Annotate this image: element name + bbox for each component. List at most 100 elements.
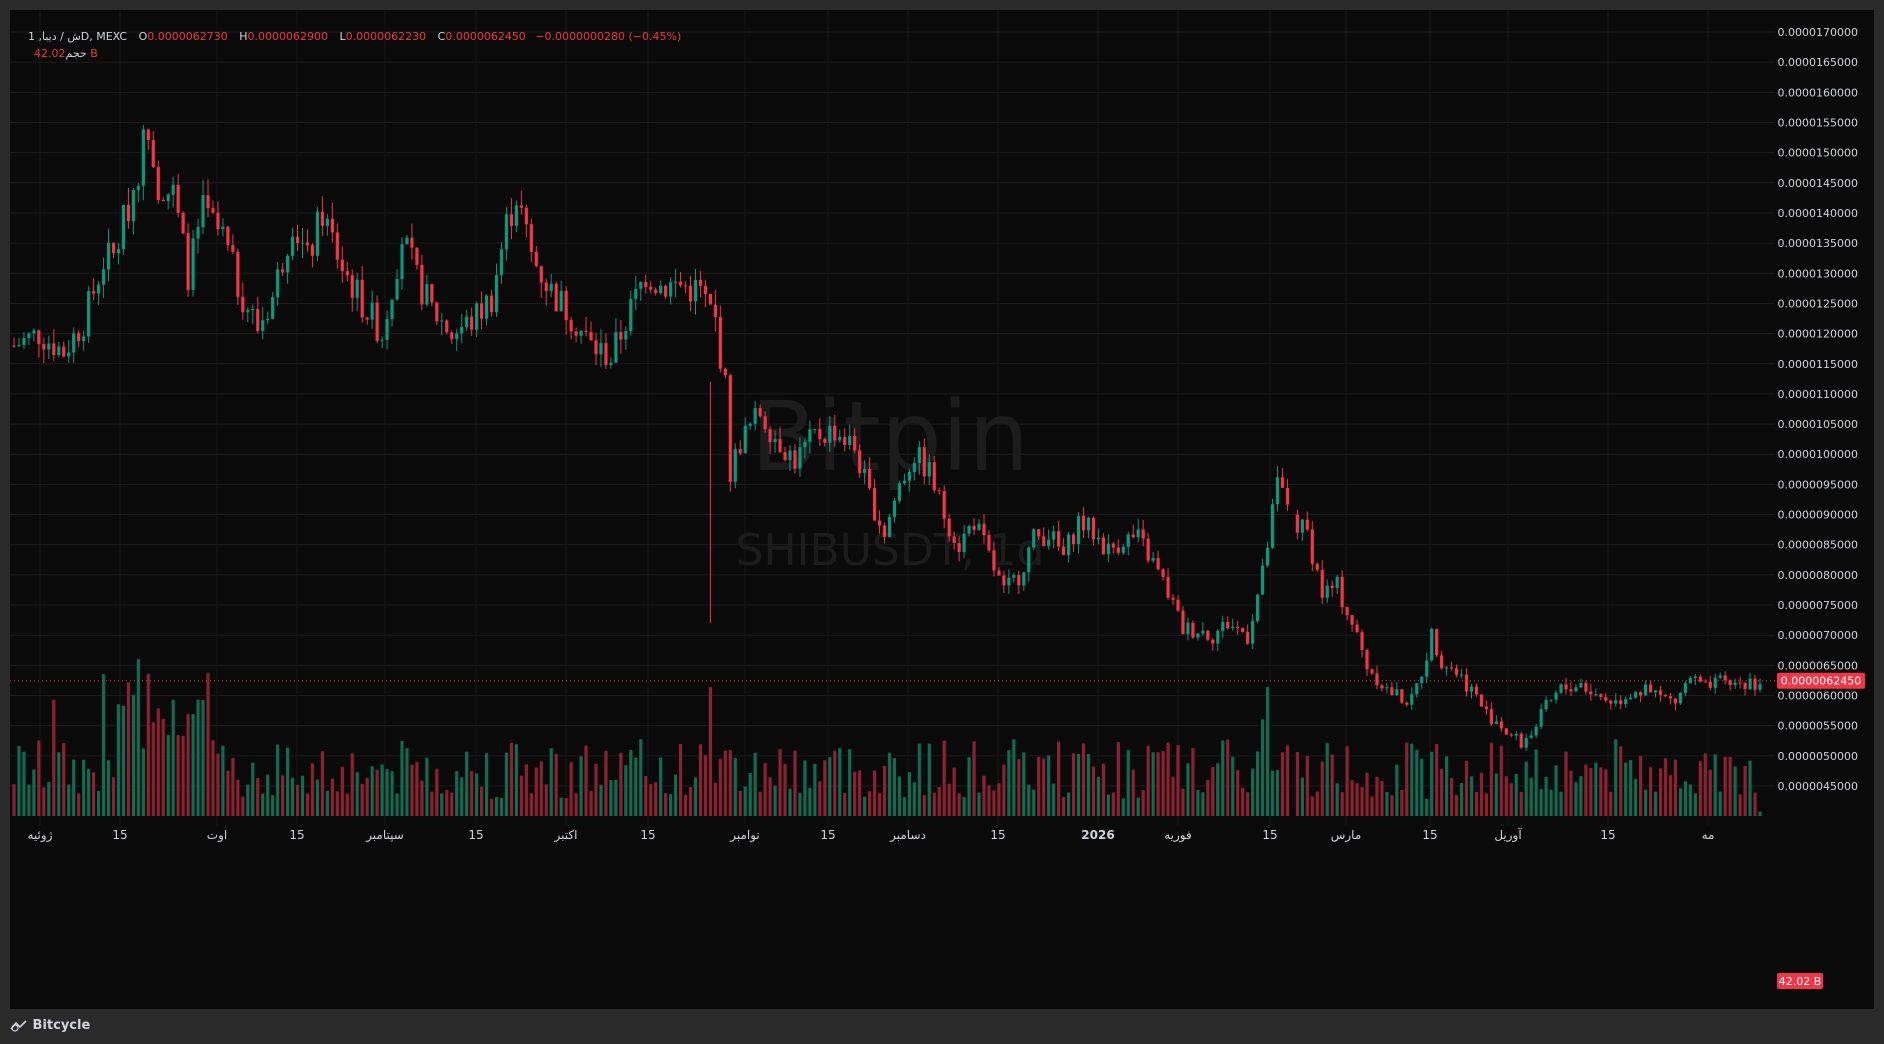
candle-body (514, 205, 519, 226)
volume-bar (261, 793, 265, 816)
candle-body (111, 242, 116, 254)
volume-bar (1494, 773, 1498, 816)
candle-body (1295, 514, 1299, 533)
candle-body (1529, 735, 1533, 738)
volume-bar (42, 787, 46, 816)
candle-body (678, 281, 683, 286)
candle-body (838, 436, 842, 441)
candle-body (1554, 692, 1558, 700)
volume-key[interactable]: حجم (65, 47, 87, 60)
volume-bar (181, 735, 185, 816)
symbol-label[interactable]: 1 ,ش / ديبا (28, 30, 81, 43)
candle-body (305, 242, 310, 246)
volume-bar (1176, 745, 1180, 816)
volume-bar (211, 740, 215, 816)
candle-body (1370, 669, 1374, 674)
volume-bar (440, 793, 444, 816)
candle-body (1708, 681, 1712, 688)
volume-bar (171, 699, 175, 816)
candle-body (67, 352, 71, 357)
candle-body (241, 296, 245, 313)
volume-bar (1106, 794, 1110, 816)
volume-bar (335, 791, 339, 816)
volume-bar (818, 781, 822, 816)
candle-body (285, 255, 290, 273)
candle-body (1241, 628, 1245, 632)
volume-bar (1435, 743, 1439, 816)
candle-body (1151, 558, 1155, 561)
candle-body (887, 516, 892, 537)
candle-body (12, 345, 16, 347)
volume-bar (1066, 792, 1071, 816)
volume-bar (395, 793, 399, 816)
volume-bar (246, 784, 250, 816)
candle-body (753, 408, 757, 424)
candle-body (47, 343, 51, 350)
candlestick-chart[interactable]: ژوئیه 15 اوت 15 سپتامبر 15 اکتبر 15 نوامبر 15 دسام… (10, 10, 1874, 1009)
candle-body (713, 304, 717, 318)
volume-bar (1315, 791, 1319, 816)
candle-body (1061, 546, 1066, 555)
volume-bar (251, 762, 255, 816)
volume-bar (524, 764, 528, 816)
volume-bar (1241, 787, 1245, 816)
volume-bar (1425, 798, 1429, 816)
price-axis-label: 0.0000050000 (1778, 750, 1858, 763)
candle-body (405, 237, 409, 245)
volume-bar (1634, 779, 1638, 816)
candle-body (72, 333, 76, 353)
volume-bar (350, 753, 354, 816)
volume-bar (1151, 752, 1155, 816)
volume-bar (534, 767, 538, 816)
candle-body (629, 298, 633, 332)
volume-bar (87, 768, 91, 816)
candle-body (186, 233, 190, 290)
volume-bar (957, 793, 961, 816)
volume-bar (1579, 776, 1583, 816)
volume-bar (1052, 783, 1056, 816)
volume-bar (1589, 767, 1593, 816)
volume-bar (1445, 756, 1449, 816)
volume-bar (325, 790, 329, 816)
footer-brand[interactable]: Bitcycle (32, 1018, 91, 1033)
volume-bar (858, 770, 862, 816)
price-axis-label: 0.0000055000 (1778, 720, 1858, 733)
candle-body (1255, 594, 1260, 621)
candle-body (599, 343, 603, 355)
volume-bar (1509, 783, 1513, 816)
volume-bar (1086, 754, 1091, 816)
candle-body (1380, 685, 1384, 689)
volume-bar (1529, 777, 1533, 816)
time-axis-label: ژوئیه (28, 828, 53, 843)
chart-canvas[interactable]: ژوئیه 15 اوت 15 سپتامبر 15 اکتبر 15 نوامبر 15 دسام… (10, 10, 1874, 1009)
candle-body (967, 526, 971, 534)
candle-body (1658, 690, 1663, 695)
volume-bar (942, 740, 946, 816)
volume-bar (1479, 772, 1484, 816)
volume-bar (91, 772, 96, 816)
volume-bar (917, 743, 921, 816)
candle-body (1300, 519, 1304, 533)
volume-bar (57, 752, 61, 816)
volume-bar (370, 766, 374, 816)
volume-bar (1370, 796, 1374, 816)
volume-bar (1683, 781, 1687, 816)
volume-legend-row: حجم42.02 B (28, 45, 681, 62)
volume-bar (166, 734, 170, 816)
volume-bar (1658, 768, 1663, 816)
volume-bar (201, 699, 205, 816)
candle-body (634, 288, 638, 299)
candle-body (1171, 597, 1175, 600)
volume-bar (1643, 789, 1648, 816)
volume-bar (1330, 754, 1334, 816)
candle-body (1002, 575, 1006, 586)
volume-bar (987, 785, 991, 816)
candle-body (594, 340, 598, 355)
candle-body (519, 205, 523, 208)
candle-body (539, 266, 543, 283)
time-axis-label: مه (1702, 828, 1715, 842)
candle-body (728, 375, 732, 482)
volume-bar (141, 748, 145, 816)
candle-body (87, 291, 91, 337)
candle-body (1534, 726, 1538, 736)
